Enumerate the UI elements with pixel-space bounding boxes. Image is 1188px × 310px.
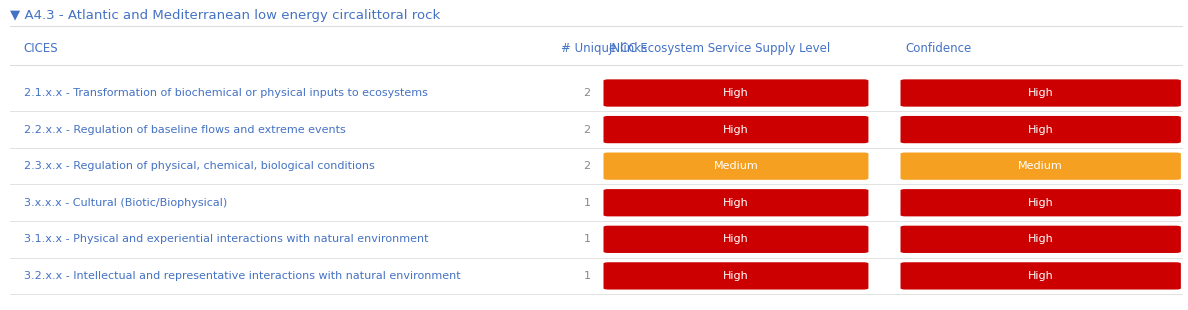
Text: CICES: CICES [24,42,58,55]
Text: 2: 2 [583,161,590,171]
Text: 2: 2 [583,88,590,98]
FancyBboxPatch shape [604,116,868,143]
Text: 3.x.x.x - Cultural (Biotic/Biophysical): 3.x.x.x - Cultural (Biotic/Biophysical) [24,198,227,208]
Text: High: High [1028,125,1054,135]
Text: High: High [1028,234,1054,244]
FancyBboxPatch shape [604,189,868,216]
Text: 3.2.x.x - Intellectual and representative interactions with natural environment: 3.2.x.x - Intellectual and representativ… [24,271,461,281]
Text: High: High [723,125,748,135]
Text: # Unique links: # Unique links [561,42,647,55]
Text: 3.1.x.x - Physical and experiential interactions with natural environment: 3.1.x.x - Physical and experiential inte… [24,234,428,244]
Text: High: High [723,88,748,98]
Text: High: High [1028,198,1054,208]
FancyBboxPatch shape [604,79,868,107]
Text: High: High [1028,271,1054,281]
FancyBboxPatch shape [901,226,1181,253]
FancyBboxPatch shape [604,226,868,253]
Text: High: High [723,271,748,281]
Text: 2.2.x.x - Regulation of baseline flows and extreme events: 2.2.x.x - Regulation of baseline flows a… [24,125,346,135]
Text: Confidence: Confidence [905,42,972,55]
Text: 1: 1 [583,271,590,281]
FancyBboxPatch shape [901,116,1181,143]
FancyBboxPatch shape [901,262,1181,290]
Text: High: High [1028,88,1054,98]
Text: 2: 2 [583,125,590,135]
Text: High: High [723,234,748,244]
Text: High: High [723,198,748,208]
Text: 1: 1 [583,198,590,208]
Text: JNCC Ecosystem Service Supply Level: JNCC Ecosystem Service Supply Level [608,42,830,55]
Text: 1: 1 [583,234,590,244]
Text: Medium: Medium [714,161,758,171]
FancyBboxPatch shape [604,153,868,180]
FancyBboxPatch shape [901,153,1181,180]
FancyBboxPatch shape [604,262,868,290]
Text: Medium: Medium [1018,161,1063,171]
FancyBboxPatch shape [901,79,1181,107]
Text: 2.1.x.x - Transformation of biochemical or physical inputs to ecosystems: 2.1.x.x - Transformation of biochemical … [24,88,428,98]
Text: ▼ A4.3 - Atlantic and Mediterranean low energy circalittoral rock: ▼ A4.3 - Atlantic and Mediterranean low … [10,9,440,22]
Text: 2.3.x.x - Regulation of physical, chemical, biological conditions: 2.3.x.x - Regulation of physical, chemic… [24,161,374,171]
FancyBboxPatch shape [901,189,1181,216]
